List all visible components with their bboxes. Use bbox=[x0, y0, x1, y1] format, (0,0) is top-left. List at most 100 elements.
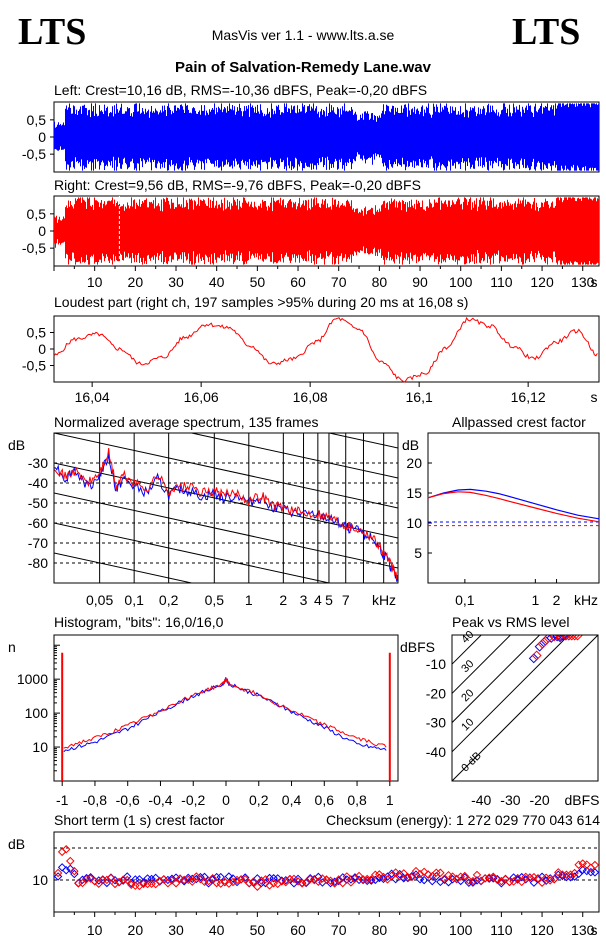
short-term-point-left bbox=[428, 876, 437, 886]
short-term-xtick-label: 70 bbox=[331, 922, 347, 938]
short-term-point-right bbox=[249, 877, 258, 887]
peak-rms-ylabel: dBFS bbox=[400, 639, 435, 655]
peak-rms-point-right bbox=[563, 635, 574, 641]
spectrum-slope-line bbox=[54, 313, 398, 388]
spectrum-xtick-label: 4 bbox=[314, 592, 322, 608]
time-axis-label: 130 bbox=[571, 274, 595, 290]
short-term-point-right bbox=[415, 869, 425, 879]
allpassed-ytick-label: 15 bbox=[406, 485, 422, 501]
peak-rms-xtick-label: -40 bbox=[471, 792, 491, 808]
short-term-point-right bbox=[265, 881, 274, 890]
short-term-point-right bbox=[122, 875, 132, 885]
loudest-ytick-label: 0,5 bbox=[27, 325, 47, 341]
time-axis-label: 60 bbox=[290, 274, 306, 290]
short-term-point-left bbox=[419, 875, 429, 885]
left-waveform-ytick-label: -0,5 bbox=[22, 146, 46, 162]
histogram-xtick-label: 0 bbox=[222, 792, 230, 808]
short-term-xtick-label: 120 bbox=[530, 922, 554, 938]
short-term-point-right bbox=[366, 875, 376, 884]
short-term-point-right bbox=[135, 881, 144, 891]
short-term-point-left bbox=[240, 873, 250, 882]
short-term-point-right bbox=[391, 868, 400, 877]
spectrum-slope-line bbox=[54, 522, 332, 583]
spectrum-slope-line bbox=[54, 552, 194, 583]
time-axis-label: 80 bbox=[372, 274, 388, 290]
spectrum-ytick-label: -40 bbox=[28, 475, 48, 491]
loudest-xtick-label: 16,08 bbox=[293, 389, 328, 405]
time-axis-label: 100 bbox=[449, 274, 473, 290]
spectrum-xtick-label: 3 bbox=[300, 592, 308, 608]
short-term-xtick-label: 100 bbox=[449, 922, 473, 938]
allpassed-ylabel: dB bbox=[402, 437, 419, 453]
allpassed-line-left bbox=[427, 488, 600, 520]
right-wave-title: Right: Crest=9,56 dB, RMS=-9,76 dBFS, Pe… bbox=[54, 177, 421, 193]
spectrum-ytick-label: -30 bbox=[28, 455, 48, 471]
short-term-point-right bbox=[513, 873, 522, 883]
short-term-point-right bbox=[244, 878, 254, 888]
short-term-xtick-label: 40 bbox=[209, 922, 225, 938]
spectrum-ytick-label: -50 bbox=[28, 495, 48, 511]
short-term-point-right bbox=[570, 868, 579, 878]
left-wave-title: Left: Crest=10,16 dB, RMS=-10,36 dBFS, P… bbox=[54, 82, 427, 98]
peak-rms-frame bbox=[451, 634, 599, 782]
histogram-line-left bbox=[63, 676, 387, 753]
short-term-xtick-label: 130 bbox=[571, 922, 595, 938]
short-term-point-left bbox=[200, 872, 209, 882]
peak-rms-crest-line bbox=[452, 635, 570, 753]
short-term-point-right bbox=[448, 872, 457, 881]
spectrum-xunit: kHz bbox=[372, 592, 396, 608]
short-term-point-right bbox=[554, 868, 563, 877]
short-term-point-right bbox=[102, 875, 112, 885]
logo-right: LTS bbox=[512, 11, 580, 53]
short-term-point-right bbox=[533, 874, 543, 883]
loudest-frame bbox=[53, 315, 600, 383]
short-term-point-right bbox=[110, 879, 120, 889]
short-term-point-right bbox=[423, 870, 433, 879]
spectrum-ylabel: dB bbox=[8, 437, 25, 453]
histogram-xtick-label: -0,2 bbox=[181, 792, 205, 808]
short-term-point-right bbox=[155, 876, 164, 886]
short-term-xunit: s bbox=[591, 922, 598, 938]
short-term-point-left bbox=[66, 864, 75, 874]
histogram-ytick-label: 10 bbox=[32, 739, 48, 755]
spectrum-slope-line bbox=[189, 433, 398, 479]
short-term-point-left bbox=[86, 873, 95, 882]
short-term-xtick-label: 20 bbox=[128, 922, 144, 938]
peak-rms-crest-label: 20 bbox=[459, 687, 476, 704]
time-axis-label: 70 bbox=[331, 274, 347, 290]
short-term-point-right bbox=[216, 879, 225, 888]
peak-rms-crest-label: 40 bbox=[459, 629, 476, 646]
short-term-point-right bbox=[407, 872, 417, 882]
short-term-point-right bbox=[460, 871, 470, 881]
peak-rms-point-left bbox=[552, 635, 563, 642]
peak-rms-ytick-label: -40 bbox=[426, 744, 446, 760]
spectrum-xtick-label: 5 bbox=[325, 592, 333, 608]
short-term-point-right bbox=[224, 879, 234, 888]
short-term-point-right bbox=[399, 869, 409, 878]
left-waveform-ytick-label: 0 bbox=[38, 129, 46, 145]
spectrum-title: Normalized average spectrum, 135 frames bbox=[54, 414, 319, 430]
short-term-point-left bbox=[468, 878, 478, 887]
peak-rms-point-right bbox=[560, 635, 571, 641]
short-term-frame bbox=[53, 831, 600, 913]
loudest-ytick-label: 0 bbox=[38, 341, 46, 357]
short-term-point-right bbox=[253, 882, 262, 891]
short-term-point-left bbox=[224, 872, 234, 881]
spectrum-xtick-label: 1 bbox=[245, 592, 253, 608]
right-waveform-signal bbox=[54, 197, 599, 265]
short-term-xtick-label: 80 bbox=[372, 922, 388, 938]
short-term-point-left bbox=[204, 879, 213, 888]
logo-left: LTS bbox=[18, 11, 86, 53]
peak-rms-point-right bbox=[531, 650, 542, 661]
allpassed-xunit: kHz bbox=[574, 592, 598, 608]
short-term-point-right bbox=[70, 866, 79, 876]
spectrum-slope-line bbox=[54, 343, 398, 418]
peak-rms-xlabel: dBFS bbox=[564, 792, 599, 808]
histogram-ytick-label: 1000 bbox=[17, 671, 48, 687]
loudest-xunit: s bbox=[591, 389, 598, 405]
left-waveform-ytick-label: 0,5 bbox=[27, 112, 47, 128]
short-term-xtick-label: 30 bbox=[168, 922, 184, 938]
short-term-point-right bbox=[590, 860, 600, 870]
histogram-xtick-label: 0,2 bbox=[249, 792, 269, 808]
